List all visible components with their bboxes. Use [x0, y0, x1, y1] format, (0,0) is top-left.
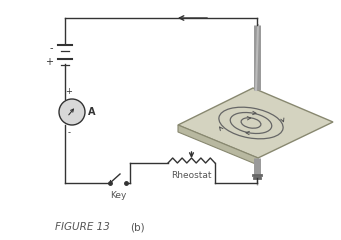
Text: A: A — [88, 107, 95, 117]
Circle shape — [59, 99, 85, 125]
Text: +: + — [65, 87, 72, 96]
Text: FIGURE 13: FIGURE 13 — [55, 222, 113, 232]
Text: Rheostat: Rheostat — [171, 171, 212, 180]
Polygon shape — [178, 125, 258, 165]
Polygon shape — [178, 88, 333, 158]
Text: -: - — [49, 43, 53, 53]
Text: Key: Key — [110, 191, 126, 200]
Text: -: - — [68, 128, 71, 137]
Text: +: + — [45, 57, 53, 67]
Text: (b): (b) — [130, 222, 145, 232]
